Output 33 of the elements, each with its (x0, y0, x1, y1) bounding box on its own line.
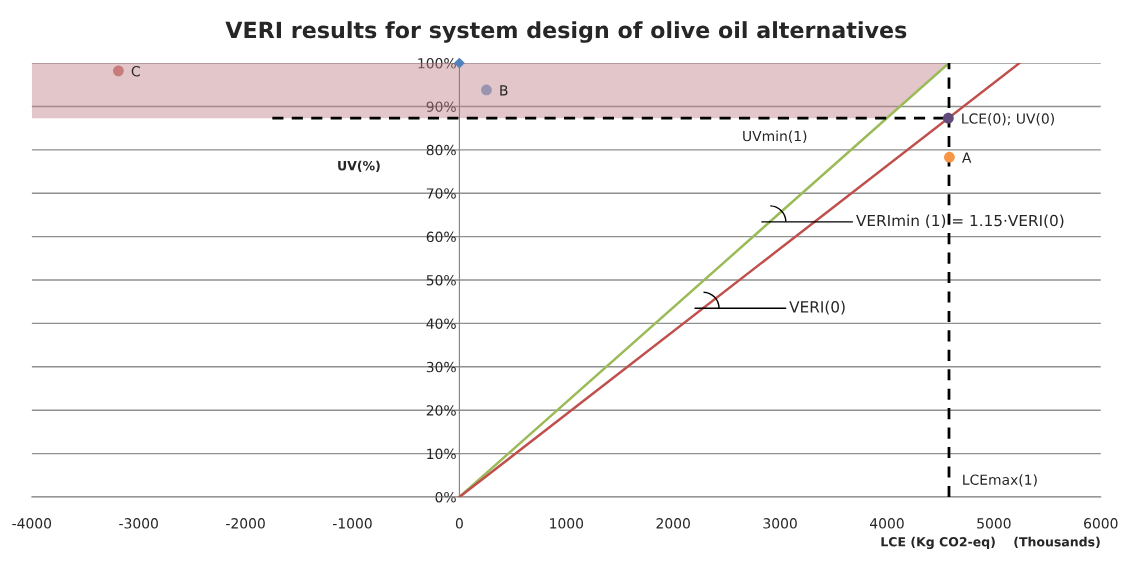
x-tick-label: 6000 (1084, 518, 1118, 529)
series-label: LCE(0); UV(0) (962, 113, 1054, 126)
y-tick-label: 80% (426, 144, 456, 156)
y-tick-label: 20% (426, 405, 456, 416)
y-tick-label: 90% (426, 101, 456, 112)
y-tick-label: 60% (426, 231, 456, 243)
x-tick-label: 5000 (977, 518, 1011, 529)
y-tick-label: 100% (418, 58, 456, 69)
x-tick-label: 2000 (656, 518, 690, 529)
y-axis-title: UV(%) (338, 160, 380, 172)
series-label: C (131, 66, 140, 77)
y-tick-label: 10% (427, 448, 456, 460)
annotation: UVmin(1) (743, 130, 807, 143)
y-tick-label: 40% (426, 318, 456, 329)
y-tick-label: 50% (426, 274, 456, 286)
annotation: LCEmax(1) (963, 474, 1037, 487)
x-tick-label: -2000 (226, 518, 265, 529)
x-tick-label: 4000 (869, 518, 904, 529)
x-axis-title: LCE (Kg CO2-eq) (Thousands) (881, 536, 1100, 550)
y-tick-label: 30% (426, 361, 456, 373)
series-label: B (500, 85, 508, 96)
x-tick-label: -3000 (119, 518, 158, 529)
x-tick-label: -4000 (12, 518, 52, 529)
y-tick-label: 0% (435, 491, 456, 503)
x-tick-label: -1000 (333, 518, 372, 529)
x-tick-label: 3000 (763, 518, 797, 529)
x-tick-label: 1000 (550, 518, 584, 529)
x-tick-label: 0 (455, 518, 463, 529)
annotation: VERImin (1) = 1.15·VERI(0) (856, 214, 1064, 229)
y-tick-label: 70% (426, 188, 456, 199)
chart-title: VERI results for system design of olive oil alternatives (225, 21, 907, 43)
series-label: A (962, 152, 972, 163)
annotation: VERI(0) (789, 300, 845, 315)
